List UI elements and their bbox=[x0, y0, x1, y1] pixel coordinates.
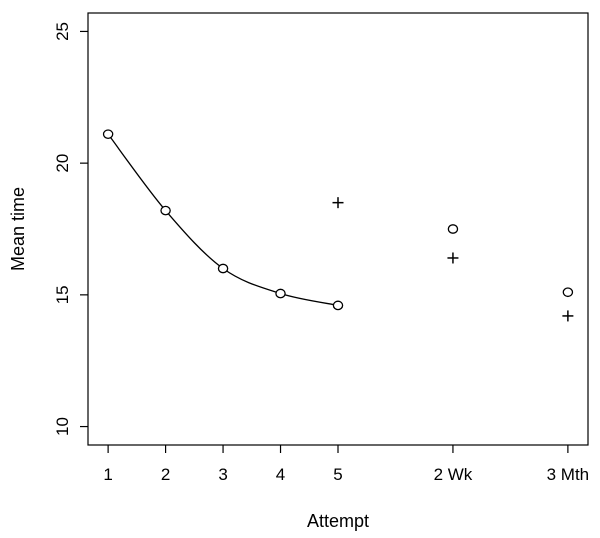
data-point-circle bbox=[102, 129, 114, 140]
data-point-circle bbox=[275, 288, 286, 299]
data-point-circle bbox=[562, 287, 574, 298]
x-tick-label: 3 Mth bbox=[547, 465, 590, 484]
y-tick-label: 10 bbox=[53, 417, 72, 436]
x-tick-label: 4 bbox=[276, 465, 285, 484]
x-axis: 1 2 3 4 5 2 Wk 3 Mth bbox=[103, 445, 589, 484]
plot-frame bbox=[87, 12, 589, 446]
data-point-circle bbox=[217, 263, 229, 274]
y-tick-label: 20 bbox=[53, 154, 72, 173]
x-axis-title: Attempt bbox=[307, 511, 369, 531]
y-tick-label: 15 bbox=[53, 285, 72, 304]
data-point-plus bbox=[332, 197, 344, 209]
series-layer bbox=[102, 129, 574, 322]
data-point-plus bbox=[447, 252, 459, 264]
y-axis-title: Mean time bbox=[8, 187, 28, 271]
data-point-circle bbox=[447, 224, 459, 234]
series-circles bbox=[102, 129, 574, 311]
y-tick-label: 25 bbox=[53, 22, 72, 41]
x-tick-label: 3 bbox=[218, 465, 227, 484]
data-point-circle bbox=[160, 205, 171, 216]
trend-line bbox=[107, 133, 339, 307]
plot-box bbox=[87, 12, 589, 446]
x-tick-label: 5 bbox=[333, 465, 342, 484]
x-tick-label: 2 bbox=[161, 465, 170, 484]
y-axis: 10 15 20 25 bbox=[53, 22, 88, 436]
x-tick-label: 1 bbox=[103, 465, 112, 484]
x-tick-label: 2 Wk bbox=[434, 465, 473, 484]
series-plus bbox=[332, 197, 574, 322]
data-point-plus bbox=[562, 310, 574, 322]
data-point-circle bbox=[332, 300, 344, 311]
